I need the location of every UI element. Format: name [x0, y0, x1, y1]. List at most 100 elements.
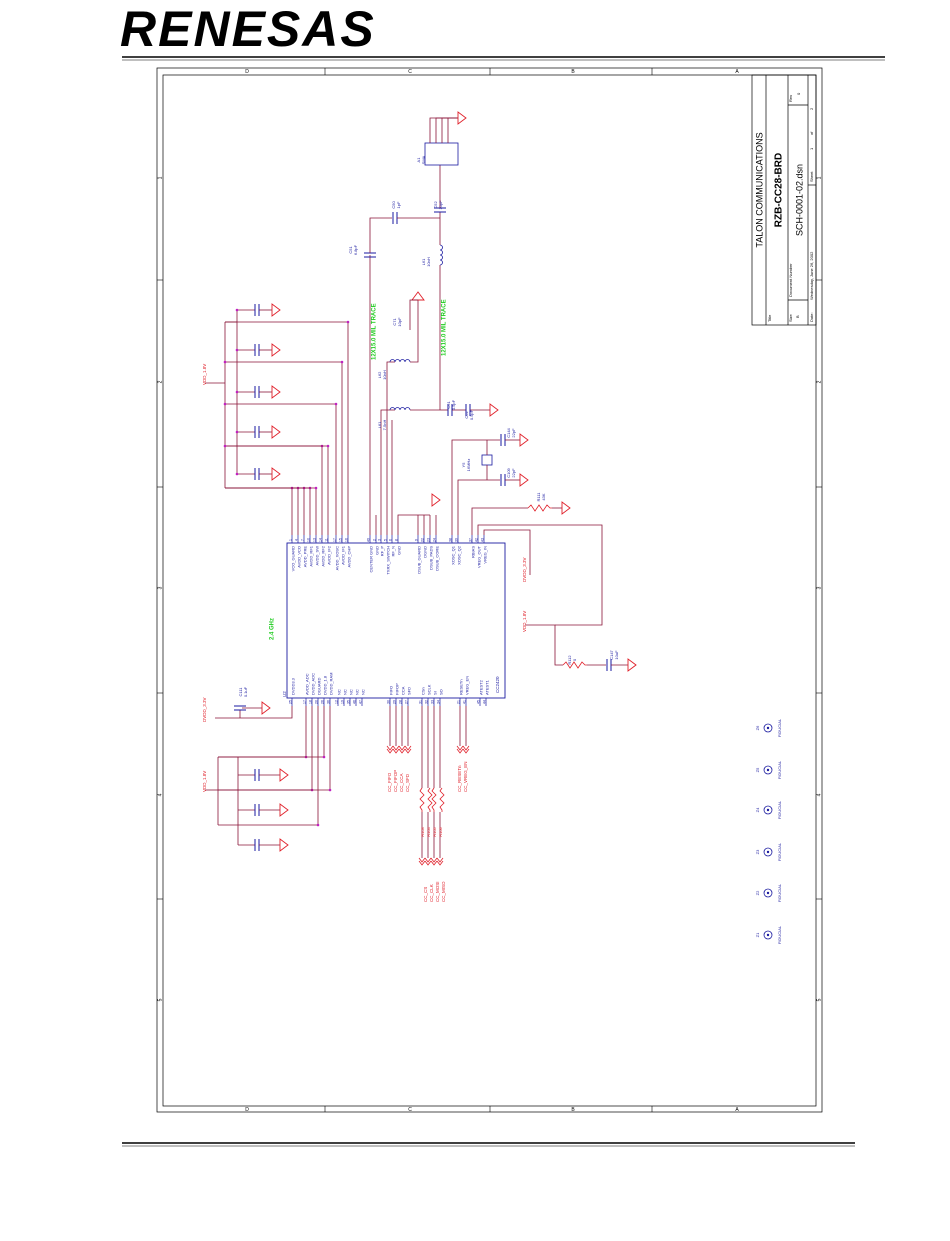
inductor [389, 407, 411, 411]
inductor [389, 359, 411, 363]
wire [225, 445, 323, 535]
pin-number: 49 [366, 538, 370, 542]
component-ref: R106 [438, 826, 443, 836]
pin-name: XOSC_Q2 [457, 545, 462, 565]
wire [386, 361, 395, 535]
field-label: Title [767, 314, 772, 322]
component-value: 0.5pF [451, 399, 456, 410]
pin-name: DSUB_GUARD [417, 546, 422, 574]
component-value: 10pF [438, 200, 443, 210]
junction [235, 390, 239, 394]
pin-name: TXRX_SWITCH [386, 546, 391, 575]
junction [235, 308, 239, 312]
zone-letter: A [735, 1107, 739, 1113]
pin-number: 27 [404, 700, 408, 704]
zone-letter: B [571, 1107, 575, 1113]
pin-number: 11 [324, 538, 328, 542]
pin-number: 36 [326, 700, 330, 704]
fiducial-center [766, 726, 770, 730]
chip-part: CC2420 [495, 676, 500, 693]
ground-symbol [489, 403, 499, 417]
component-ref: L62 [377, 371, 382, 378]
wire [225, 321, 349, 535]
junction [346, 320, 350, 324]
ground-symbol [627, 658, 637, 672]
junction [316, 823, 320, 827]
component-ref: R103 [420, 826, 425, 836]
bus-arrow [424, 857, 432, 866]
fiducial-label: FIDUCIAL [777, 842, 782, 861]
component-value: 0 [572, 658, 577, 661]
ground-symbol [279, 803, 289, 817]
pin-name: SFD [407, 687, 412, 695]
junction [314, 486, 318, 490]
pin-number: 14 [318, 538, 322, 542]
wire [447, 117, 458, 143]
ground-symbol [279, 768, 289, 782]
pin-name: NC [349, 689, 354, 695]
fiducial-center [766, 768, 770, 772]
net-label: DVDD_3.3V [522, 557, 527, 582]
pin-number: 18 [308, 700, 312, 704]
pin-name: SO [439, 689, 444, 695]
wire [215, 706, 293, 719]
component-value: 0.1uF [243, 686, 248, 697]
wire [225, 487, 311, 535]
pin-number: 35 [346, 700, 350, 704]
pin-number: 37 [468, 538, 472, 542]
wire [471, 507, 528, 535]
pin-number: 46 [352, 700, 356, 704]
bus-arrow [392, 745, 400, 754]
wire [409, 299, 418, 330]
fiducial-ref: Z2 [755, 890, 760, 895]
pin-name: RESETn [459, 679, 464, 695]
wire [477, 524, 603, 626]
wire [218, 706, 313, 791]
pin-name: GND [375, 546, 380, 555]
pin-number: 45 [476, 700, 480, 704]
ground-symbol [271, 425, 281, 439]
pin-name: SCLK [427, 684, 432, 695]
pin-name: AVDD_CHP [347, 546, 352, 568]
pin-number: 7 [300, 539, 304, 541]
connector [424, 142, 459, 166]
pin-name: DVDD_1.8 [323, 675, 328, 695]
field-label: Rev [788, 95, 793, 102]
pin-number: 32 [424, 700, 428, 704]
pin-name: DSUB_CORE [435, 546, 440, 571]
fiducial-ref: Z4 [755, 807, 760, 812]
fiducial-ref: Z1 [755, 932, 760, 937]
zone-number: 5 [157, 998, 163, 1001]
bus-arrow [386, 745, 394, 754]
pin-name: VREG_OUT [477, 545, 482, 568]
pin-name: RBIAS [471, 546, 476, 558]
pin-name: VREG_EN [465, 676, 470, 695]
ground-symbol [519, 473, 529, 487]
pin-number: 29 [392, 700, 396, 704]
pin-number: 4 [294, 539, 298, 541]
fiducial-center [766, 891, 770, 895]
logo: RENESAS [120, 1, 376, 57]
resistor [431, 787, 437, 812]
pin-name: AVDD_ADC [305, 673, 310, 695]
zone-number: 2 [157, 380, 163, 383]
pin-number: 20 [314, 700, 318, 704]
fiducial-label: FIDUCIAL [777, 718, 782, 737]
zone-letter: D [245, 1107, 249, 1113]
fiducial-center [766, 933, 770, 937]
ground-symbol [261, 701, 271, 715]
ground-symbol [271, 467, 281, 481]
zone-number: 3 [816, 586, 822, 589]
component-value: 7.5nH [382, 420, 387, 431]
pin-number: 16 [344, 538, 348, 542]
wire [410, 300, 419, 363]
bus-arrow [462, 745, 470, 754]
fiducial-label: FIDUCIAL [777, 883, 782, 902]
wire [225, 487, 293, 535]
pin-name: DVDD_RAM [329, 673, 334, 695]
company: TALON COMMUNICATIONS [754, 132, 764, 247]
pin-name: SI [433, 691, 438, 695]
pin-number: 2 [372, 539, 376, 541]
component-value: 16MHz [466, 459, 471, 472]
